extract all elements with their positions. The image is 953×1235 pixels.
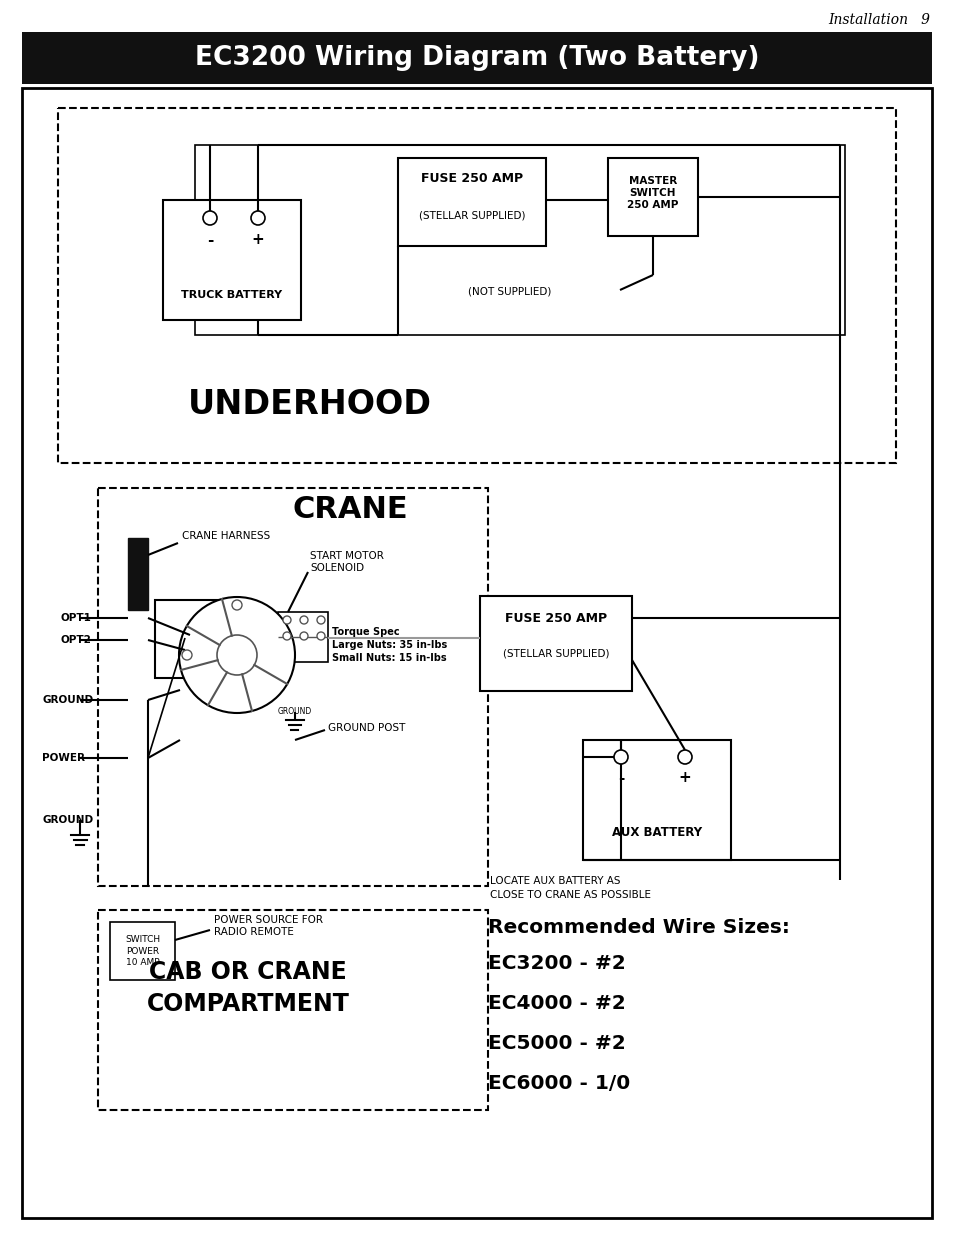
Text: FUSE 250 AMP: FUSE 250 AMP [420,172,522,184]
Bar [154,600,220,678]
Bar [397,158,545,246]
Bar [58,107,895,463]
Circle shape [203,211,216,225]
Circle shape [283,616,291,624]
Bar [582,740,730,860]
Text: +: + [678,771,691,785]
Text: GROUND: GROUND [277,708,312,716]
Bar [607,158,698,236]
Text: CRANE: CRANE [292,495,407,525]
Circle shape [316,616,325,624]
Circle shape [251,211,265,225]
Circle shape [232,600,242,610]
Bar [479,597,631,692]
Bar [194,144,844,335]
Text: GROUND POST: GROUND POST [328,722,405,734]
Text: -: - [207,232,213,247]
Text: EC4000 - #2: EC4000 - #2 [488,994,625,1013]
Text: EC3200 - #2: EC3200 - #2 [488,953,625,973]
Text: GROUND: GROUND [42,815,93,825]
Circle shape [299,632,308,640]
Text: +: + [252,232,264,247]
Bar [98,910,488,1110]
Text: (STELLAR SUPPLIED): (STELLAR SUPPLIED) [502,650,609,659]
Bar [277,613,328,662]
Text: Installation   9: Installation 9 [827,14,929,27]
Text: MASTER
SWITCH
250 AMP: MASTER SWITCH 250 AMP [627,175,678,210]
Text: Recommended Wire Sizes:: Recommended Wire Sizes: [488,918,789,937]
Circle shape [283,632,291,640]
Text: POWER: POWER [42,753,85,763]
Text: EC6000 - 1/0: EC6000 - 1/0 [488,1074,630,1093]
Text: LOCATE AUX BATTERY AS
CLOSE TO CRANE AS POSSIBLE: LOCATE AUX BATTERY AS CLOSE TO CRANE AS … [490,877,650,899]
Text: AUX BATTERY: AUX BATTERY [611,825,701,839]
Text: Torque Spec
Large Nuts: 35 in-lbs
Small Nuts: 15 in-lbs: Torque Spec Large Nuts: 35 in-lbs Small … [332,627,447,663]
Text: -: - [618,771,623,785]
Text: EC5000 - #2: EC5000 - #2 [488,1034,625,1053]
Text: OPT2: OPT2 [60,635,91,645]
Text: START MOTOR
SOLENOID: START MOTOR SOLENOID [310,551,383,573]
Bar [98,488,488,885]
Circle shape [299,616,308,624]
Bar [128,538,148,610]
Text: (STELLAR SUPPLIED): (STELLAR SUPPLIED) [418,210,525,220]
Circle shape [179,597,294,713]
Text: FUSE 250 AMP: FUSE 250 AMP [504,611,606,625]
Text: CRANE HARNESS: CRANE HARNESS [182,531,270,541]
Circle shape [216,635,256,676]
Text: (NOT SUPPLIED): (NOT SUPPLIED) [468,287,551,296]
Circle shape [182,650,192,659]
Text: CAB OR CRANE
COMPARTMENT: CAB OR CRANE COMPARTMENT [147,960,349,1016]
Text: POWER SOURCE FOR
RADIO REMOTE: POWER SOURCE FOR RADIO REMOTE [213,915,323,937]
Bar [110,923,174,981]
Text: GROUND: GROUND [42,695,93,705]
Text: SWITCH
POWER
10 AMP: SWITCH POWER 10 AMP [125,935,160,967]
Circle shape [678,750,691,764]
Circle shape [614,750,627,764]
Text: EC3200 Wiring Diagram (Two Battery): EC3200 Wiring Diagram (Two Battery) [194,44,759,70]
Bar [22,32,931,84]
Text: TRUCK BATTERY: TRUCK BATTERY [181,290,282,300]
Circle shape [316,632,325,640]
Text: OPT1: OPT1 [60,613,91,622]
Bar [163,200,301,320]
Text: UNDERHOOD: UNDERHOOD [188,389,432,421]
